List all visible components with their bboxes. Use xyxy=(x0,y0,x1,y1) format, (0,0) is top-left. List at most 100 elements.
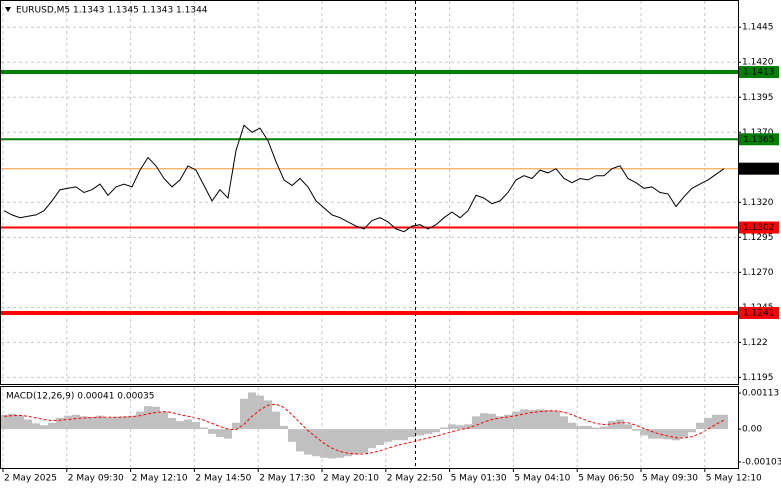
macd-bar xyxy=(696,422,704,430)
macd-bar xyxy=(592,427,600,430)
macd-bar xyxy=(128,415,136,430)
macd-bar xyxy=(560,416,568,430)
main-frame xyxy=(0,0,739,385)
y-tick-label: 1.1320 xyxy=(742,198,774,208)
macd-bar xyxy=(288,429,296,442)
macd-bar xyxy=(272,411,280,430)
level-label: 1.1241 xyxy=(743,308,775,318)
y-tick-label: 1.1270 xyxy=(742,268,774,278)
macd-bar xyxy=(488,413,496,430)
macd-bar xyxy=(448,424,456,430)
macd-title: MACD(12,26,9) 0.00041 0.00035 xyxy=(6,392,155,402)
macd-bar xyxy=(680,429,688,438)
y-tick-label: 1.122 xyxy=(742,338,768,348)
y-tick-label: 1.1370 xyxy=(742,128,774,138)
level-label: 1.1365 xyxy=(743,135,775,145)
macd-frame xyxy=(0,386,739,469)
level-label-box xyxy=(739,306,779,319)
macd-bar xyxy=(336,429,344,458)
macd-bar xyxy=(416,429,424,436)
x-tick-label: 2 May 09:30 xyxy=(68,474,124,484)
macd-bar xyxy=(528,409,536,430)
macd-bar xyxy=(0,414,8,430)
macd-bar xyxy=(264,400,272,430)
macd-bar xyxy=(688,429,696,433)
x-tick-label: 2 May 20:10 xyxy=(323,474,379,484)
macd-bar xyxy=(344,429,352,457)
macd-bar xyxy=(472,416,480,430)
macd-bar xyxy=(648,429,656,439)
macd-bar xyxy=(48,422,56,430)
macd-bar xyxy=(104,417,112,430)
macd-bar xyxy=(352,429,360,455)
macd-bar xyxy=(552,410,560,430)
macd-bar xyxy=(120,416,128,430)
macd-bar xyxy=(432,429,440,433)
macd-bar xyxy=(664,429,672,440)
x-tick-label: 5 May 06:50 xyxy=(578,474,634,484)
macd-bar xyxy=(504,414,512,430)
plot-layer xyxy=(0,1,738,468)
macd-bar xyxy=(440,427,448,430)
macd-bar xyxy=(408,429,416,438)
macd-bar xyxy=(168,417,176,430)
macd-bar xyxy=(312,429,320,457)
macd-bar xyxy=(616,419,624,430)
macd-bar xyxy=(632,429,640,431)
macd-bar xyxy=(376,429,384,446)
y-tick-label: 1.1195 xyxy=(742,373,774,383)
macd-bar xyxy=(112,416,120,430)
macd-bar xyxy=(176,421,184,430)
level-label-box xyxy=(739,66,779,79)
macd-bar xyxy=(32,423,40,430)
macd-bar xyxy=(584,425,592,430)
x-tick-label: 2 May 22:50 xyxy=(387,474,443,484)
macd-bar xyxy=(160,411,168,430)
macd-bar xyxy=(296,429,304,452)
menu-arrow xyxy=(5,7,11,12)
macd-bar xyxy=(208,429,216,434)
macd-bar xyxy=(88,416,96,430)
last-price-box xyxy=(739,162,779,175)
macd-bar xyxy=(608,421,616,430)
macd-bar xyxy=(40,425,48,430)
macd-bar xyxy=(136,411,144,430)
macd-bar xyxy=(280,425,288,430)
y-tick-label: -0.00103 xyxy=(742,457,781,467)
level-label-box xyxy=(739,221,779,234)
level-label-box xyxy=(739,133,779,146)
x-tick-label: 5 May 12:10 xyxy=(706,474,762,484)
macd-bar xyxy=(248,392,256,430)
macd-bar xyxy=(480,413,488,430)
level-label: 1.1413 xyxy=(743,68,775,78)
x-tick-label: 5 May 04:10 xyxy=(514,474,570,484)
macd-bar xyxy=(568,422,576,430)
macd-bar xyxy=(384,429,392,442)
y-tick-label: 1.1295 xyxy=(742,233,774,243)
macd-bar xyxy=(392,429,400,441)
macd-bar xyxy=(520,409,528,430)
y-tick-label: 1.1420 xyxy=(742,58,774,68)
y-tick-label: 0.00 xyxy=(742,425,762,435)
x-tick-label: 2 May 2025 xyxy=(4,474,57,484)
y-tick-label: 1.1445 xyxy=(742,23,774,33)
x-tick-label: 5 May 01:30 xyxy=(451,474,507,484)
macd-bar xyxy=(256,395,264,430)
macd-bar xyxy=(72,414,80,430)
macd-bar xyxy=(80,416,88,430)
macd-bar xyxy=(656,429,664,439)
macd-bar xyxy=(24,419,32,430)
x-tick-label: 2 May 17:30 xyxy=(259,474,315,484)
price-line xyxy=(3,124,725,233)
macd-bar xyxy=(400,429,408,441)
last-price-label: 1.1344 xyxy=(743,164,775,174)
macd-bar xyxy=(224,429,232,439)
symbol-title: EURUSD,M5 1.1343 1.1345 1.1343 1.1344 xyxy=(16,6,208,16)
macd-bar xyxy=(240,398,248,430)
y-tick-label: 1.1395 xyxy=(742,93,774,103)
macd-bar xyxy=(712,414,720,430)
macd-bar xyxy=(368,429,376,449)
signal-line xyxy=(3,403,725,455)
macd-bar xyxy=(304,429,312,455)
